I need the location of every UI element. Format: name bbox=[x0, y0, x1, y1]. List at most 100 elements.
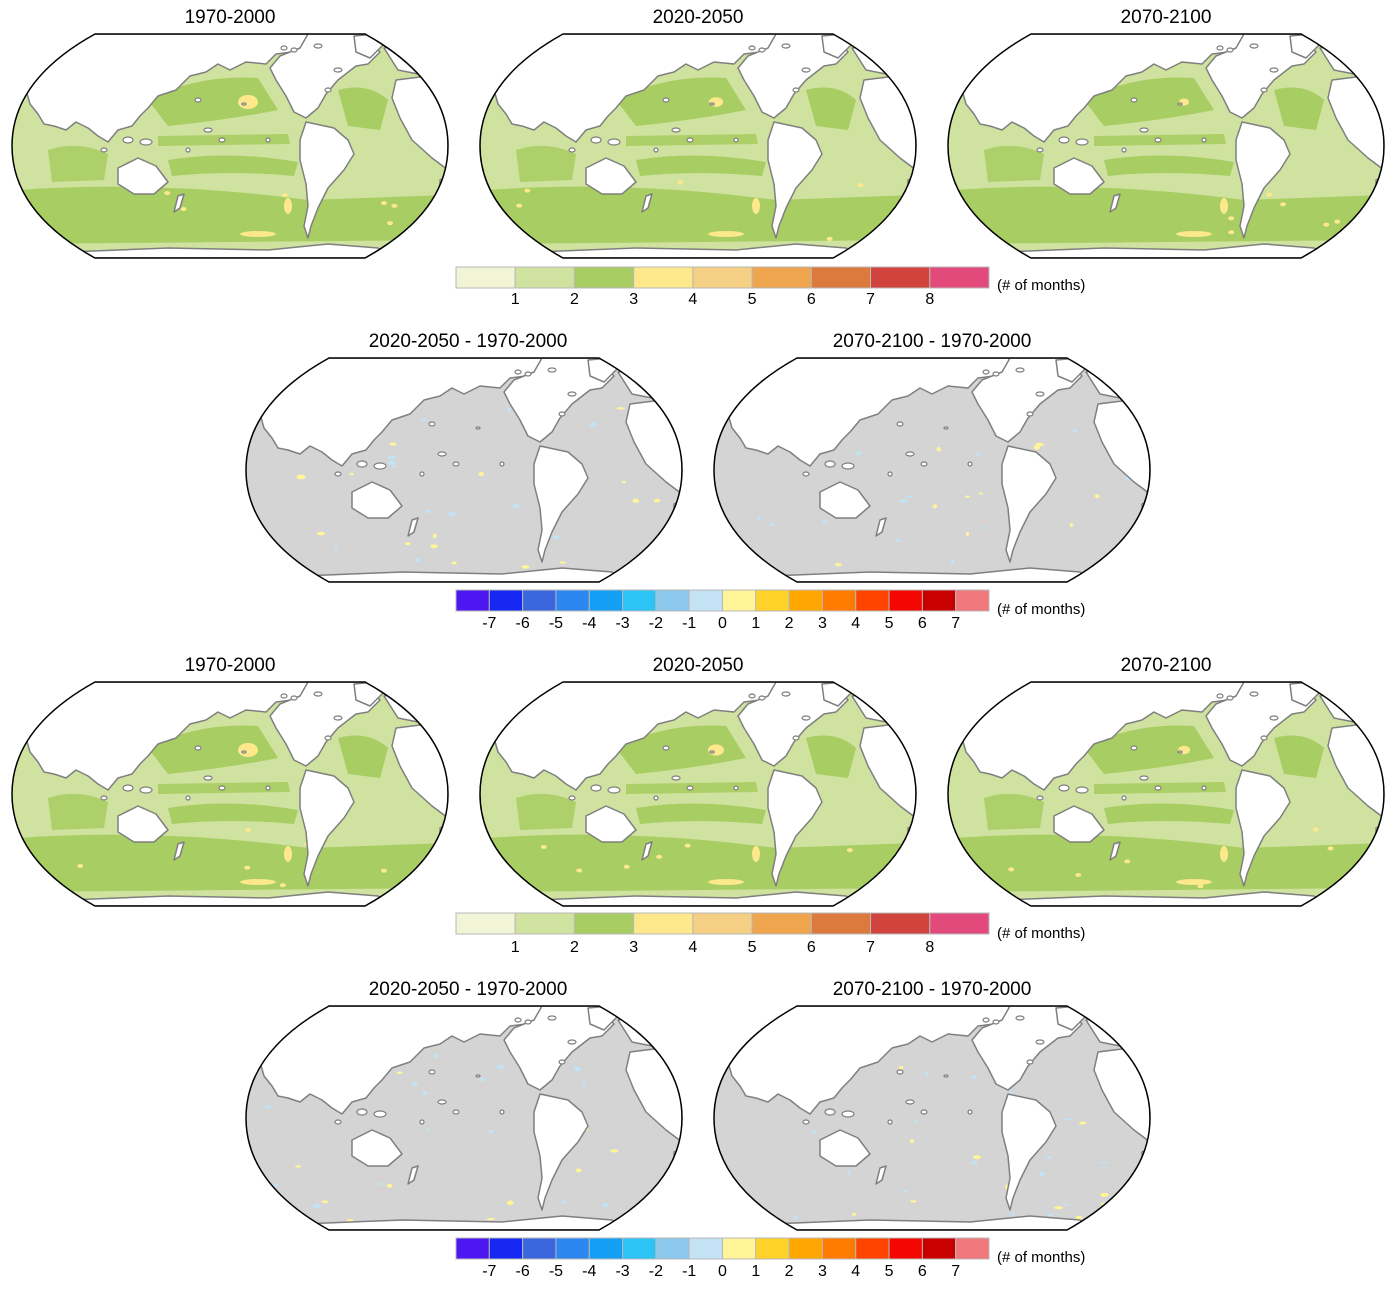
island bbox=[313, 43, 323, 49]
island bbox=[841, 1110, 855, 1118]
anomaly-speck bbox=[477, 1078, 486, 1082]
island bbox=[185, 795, 191, 801]
island bbox=[1139, 127, 1149, 133]
island bbox=[334, 471, 342, 477]
island bbox=[1216, 693, 1224, 699]
island bbox=[1260, 87, 1268, 93]
land-antarctica bbox=[1003, 891, 1329, 906]
difference-colorbar bbox=[455, 1237, 990, 1260]
land-australia bbox=[117, 805, 169, 843]
ocean-hotspot bbox=[1327, 846, 1334, 851]
land-namerica bbox=[737, 34, 849, 119]
colorbar-swatch bbox=[788, 1237, 823, 1260]
colorbar-tick-label: 8 bbox=[925, 291, 935, 308]
anomaly-speck bbox=[559, 561, 566, 564]
land-australia bbox=[351, 1129, 403, 1167]
island bbox=[313, 691, 323, 697]
colorbar-swatch bbox=[955, 589, 990, 612]
island bbox=[662, 97, 670, 103]
ocean-hotspot bbox=[281, 193, 288, 198]
colorbar-tick-label: -3 bbox=[615, 615, 630, 632]
anomaly-speck bbox=[312, 1204, 321, 1209]
colorbar-swatch bbox=[522, 589, 557, 612]
anomaly-speck bbox=[904, 495, 914, 498]
colorbar-swatch bbox=[488, 1237, 524, 1260]
land-asia bbox=[25, 34, 309, 143]
ocean-hotspot bbox=[623, 864, 630, 869]
panel-title: 2020-2050 - 1970-2000 bbox=[368, 979, 568, 1000]
island bbox=[824, 1108, 836, 1116]
panel-title: 1970-2000 bbox=[184, 655, 276, 676]
island bbox=[1269, 67, 1279, 73]
colorbar-swatch bbox=[522, 1237, 557, 1260]
ocean-hotspot bbox=[240, 231, 276, 237]
anomaly-speck bbox=[575, 1168, 582, 1173]
anomaly-speck bbox=[433, 1054, 438, 1058]
colorbar-swatch bbox=[788, 589, 823, 612]
island bbox=[524, 371, 532, 377]
ocean-hotspot bbox=[1334, 219, 1341, 224]
land-nz bbox=[875, 517, 887, 537]
land-samerica bbox=[767, 769, 823, 887]
ocean-hotspot bbox=[752, 846, 760, 862]
anomaly-speck bbox=[1011, 1212, 1015, 1218]
colorbar-swatch bbox=[455, 266, 516, 289]
land-namerica bbox=[269, 682, 381, 767]
anomaly-speck bbox=[822, 519, 829, 524]
island bbox=[100, 795, 108, 801]
anomaly-speck bbox=[981, 526, 987, 530]
colorbar-tick-label: 4 bbox=[688, 291, 698, 308]
colorbar-swatch bbox=[692, 266, 753, 289]
island bbox=[419, 1119, 425, 1125]
anomaly-speck bbox=[507, 407, 512, 412]
land-nz bbox=[641, 841, 653, 861]
anomaly-speck bbox=[388, 460, 396, 465]
ocean-hotspot bbox=[1176, 231, 1212, 237]
ocean-hotspot bbox=[1266, 192, 1273, 197]
island bbox=[568, 147, 576, 153]
land-australia bbox=[819, 1129, 871, 1167]
island bbox=[802, 1119, 810, 1125]
colorbar-tick-label: 4 bbox=[688, 939, 698, 956]
anomaly-speck bbox=[486, 1217, 496, 1220]
island bbox=[967, 1109, 973, 1115]
ocean-band-southern bbox=[948, 834, 1384, 892]
land-samerica bbox=[1235, 769, 1291, 887]
land-namerica bbox=[1205, 34, 1317, 119]
anomaly-speck bbox=[573, 1066, 582, 1072]
island bbox=[139, 786, 153, 794]
island bbox=[802, 471, 810, 477]
island bbox=[280, 45, 288, 51]
colorbar-swatch bbox=[870, 912, 931, 935]
colorbar-unit-label: (# of months) bbox=[997, 925, 1086, 942]
anomaly-speck bbox=[488, 1129, 494, 1134]
anomaly-speck bbox=[601, 1203, 610, 1208]
island bbox=[100, 147, 108, 153]
anomaly-speck bbox=[349, 472, 354, 476]
ocean-band-atlantic bbox=[1274, 87, 1324, 130]
anomaly-speck bbox=[521, 565, 530, 569]
island bbox=[1226, 47, 1234, 53]
ocean-hotspot bbox=[524, 188, 531, 193]
island bbox=[590, 136, 602, 144]
colorbar-tick-label: 2 bbox=[569, 939, 579, 956]
anomaly-speck bbox=[413, 558, 421, 562]
ocean-hotspot bbox=[846, 848, 853, 853]
island bbox=[567, 1039, 577, 1045]
anomaly-speck bbox=[321, 1200, 329, 1204]
panel-title: 2070-2100 bbox=[1120, 655, 1212, 676]
land-samerica bbox=[767, 121, 823, 239]
colorbar-swatch bbox=[688, 1237, 723, 1260]
land-nz bbox=[407, 517, 419, 537]
colorbar-tick-label: 8 bbox=[925, 939, 935, 956]
island bbox=[1260, 735, 1268, 741]
ocean-hotspot bbox=[1176, 879, 1212, 885]
island bbox=[1058, 784, 1070, 792]
colorbar-swatch bbox=[655, 589, 690, 612]
colorbar-tick-label: 6 bbox=[917, 615, 927, 632]
ocean-hotspot bbox=[1228, 216, 1235, 221]
island bbox=[280, 693, 288, 699]
island bbox=[194, 745, 202, 751]
island bbox=[1177, 750, 1183, 754]
island bbox=[185, 147, 191, 153]
